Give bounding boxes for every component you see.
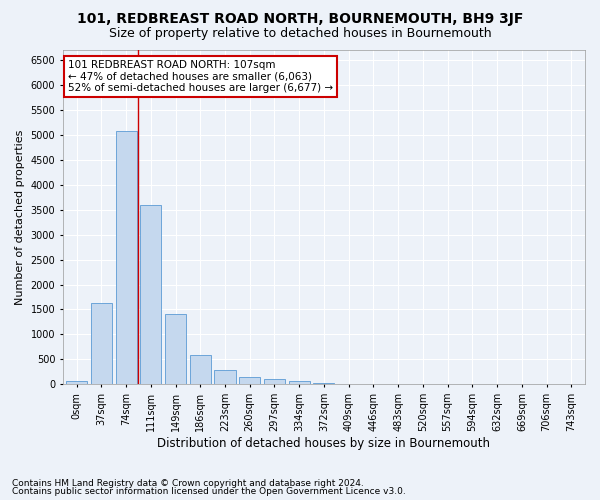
Bar (66, 380, 87, 384)
Bar (116, 131, 137, 384)
Bar (264, 380, 285, 384)
Y-axis label: Number of detached properties: Number of detached properties (15, 130, 25, 305)
Text: Size of property relative to detached houses in Bournemouth: Size of property relative to detached ho… (109, 28, 491, 40)
Text: 101 REDBREAST ROAD NORTH: 107sqm
← 47% of detached houses are smaller (6,063)
52: 101 REDBREAST ROAD NORTH: 107sqm ← 47% o… (68, 60, 333, 93)
Bar (239, 377, 260, 384)
Bar (190, 355, 211, 384)
Bar (140, 204, 161, 384)
Bar (165, 314, 186, 384)
Bar (289, 382, 310, 384)
X-axis label: Distribution of detached houses by size in Bournemouth: Distribution of detached houses by size … (157, 437, 490, 450)
Text: Contains HM Land Registry data © Crown copyright and database right 2024.: Contains HM Land Registry data © Crown c… (12, 478, 364, 488)
Bar (214, 370, 236, 384)
Text: 101, REDBREAST ROAD NORTH, BOURNEMOUTH, BH9 3JF: 101, REDBREAST ROAD NORTH, BOURNEMOUTH, … (77, 12, 523, 26)
Bar (91, 303, 112, 384)
Bar (313, 383, 334, 384)
Text: Contains public sector information licensed under the Open Government Licence v3: Contains public sector information licen… (12, 487, 406, 496)
